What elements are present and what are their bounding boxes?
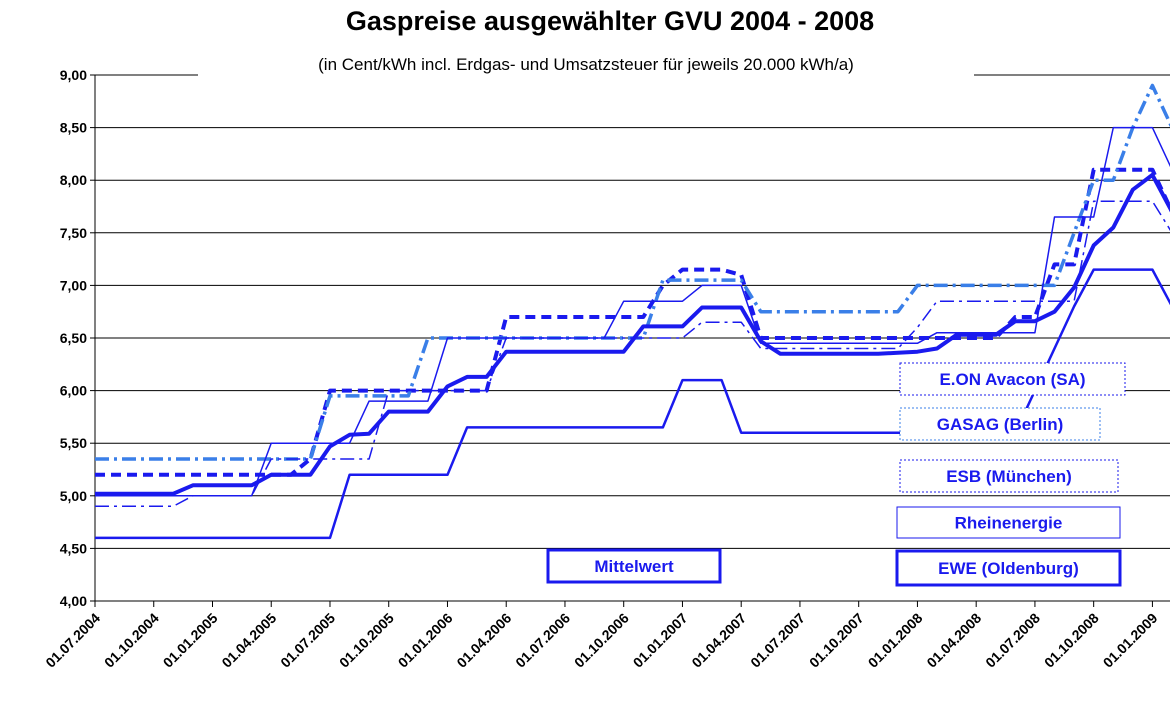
y-tick-label: 7,50 [60,225,87,241]
legend-label: Rheinenergie [955,514,1063,533]
x-tick-label: 01.07.2004 [42,610,103,671]
x-tick-label: 01.07.2005 [277,610,338,671]
legend-label: Mittelwert [594,557,674,576]
y-tick-label: 4,50 [60,540,87,556]
y-tick-label: 6,50 [60,330,87,346]
x-tick-label: 01.10.2007 [806,610,867,671]
x-tick-label: 01.01.2005 [160,610,221,671]
legend-label: ESB (München) [946,467,1072,486]
legend-box [896,506,1121,539]
legend-label: GASAG (Berlin) [937,415,1064,434]
y-tick-label: 8,00 [60,172,87,188]
legend-label: EWE (Oldenburg) [938,559,1079,578]
x-tick-label: 01.07.2007 [747,610,808,671]
legend-box [546,548,722,584]
series-line [95,83,1170,461]
legend-label: E.ON Avacon (SA) [939,370,1085,389]
x-tick-label: 01.01.2009 [1100,610,1161,671]
x-tick-label: 01.01.2006 [395,610,456,671]
y-tick-label: 8,50 [60,120,87,136]
x-tick-label: 01.10.2006 [571,610,632,671]
y-tick-label: 4,00 [60,593,87,609]
legend-box [895,549,1122,587]
series-line [95,268,1170,540]
chart-subtitle: (in Cent/kWh incl. Erdgas- und Umsatzste… [318,55,854,74]
subtitle-bg [198,50,974,80]
legend-box [899,362,1126,396]
chart-title: Gaspreise ausgewählter GVU 2004 - 2008 [346,6,874,36]
x-tick-label: 01.04.2008 [923,610,984,671]
x-tick-label: 01.10.2004 [101,610,162,671]
y-tick-label: 6,00 [60,383,87,399]
x-tick-label: 01.04.2005 [218,610,279,671]
y-tick-label: 5,00 [60,488,87,504]
x-tick-label: 01.01.2008 [865,610,926,671]
x-tick-label: 01.10.2005 [336,610,397,671]
x-tick-label: 01.01.2007 [630,610,691,671]
x-tick-label: 01.04.2006 [453,610,514,671]
series-line [95,172,1170,496]
legend-box [899,459,1119,493]
x-tick-label: 01.07.2006 [512,610,573,671]
y-tick-label: 9,00 [60,67,87,83]
x-tick-label: 01.10.2008 [1041,610,1102,671]
lines [95,83,1170,540]
x-tick-label: 01.04.2007 [688,610,749,671]
legend: E.ON Avacon (SA) GASAG (Berlin) ESB (Münch… [546,362,1126,587]
x-tick-label: 01.07.2008 [982,610,1043,671]
legend-box [899,407,1101,441]
y-tick-label: 5,50 [60,435,87,451]
series-line [95,126,1170,497]
y-tick-label: 7,00 [60,277,87,293]
